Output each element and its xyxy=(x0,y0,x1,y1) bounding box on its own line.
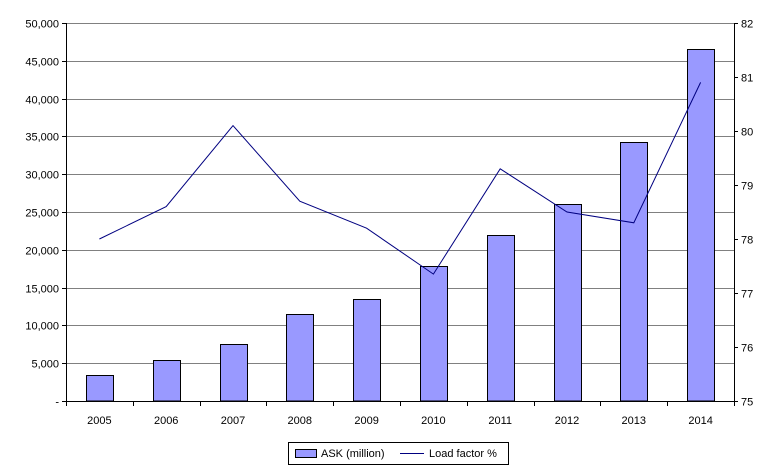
bar-2011 xyxy=(487,235,515,402)
x-tick-label: 2008 xyxy=(288,415,312,427)
left-tick-label: 30,000 xyxy=(25,170,59,182)
x-tick-label: 2009 xyxy=(354,415,378,427)
x-tick-label: 2010 xyxy=(421,415,445,427)
left-tick-label: 25,000 xyxy=(25,208,59,220)
x-tick-label: 2006 xyxy=(154,415,178,427)
left-tick-label: 35,000 xyxy=(25,132,59,144)
bar-2010 xyxy=(420,266,448,402)
x-tick-label: 2012 xyxy=(555,415,579,427)
right-tick-label: 77 xyxy=(741,289,753,301)
x-tick-label: 2013 xyxy=(622,415,646,427)
right-tick-label: 76 xyxy=(741,343,753,355)
legend-label-load-factor: Load factor % xyxy=(429,448,497,460)
bar-2012 xyxy=(554,204,582,402)
left-tick-label: 5,000 xyxy=(31,359,59,371)
legend-box xyxy=(288,442,509,465)
left-tick-label: 20,000 xyxy=(25,246,59,258)
bar-2008 xyxy=(286,314,314,402)
bar-2009 xyxy=(353,299,381,402)
left-tick-label: 40,000 xyxy=(25,95,59,107)
bar-2007 xyxy=(220,344,248,402)
right-tick-label: 82 xyxy=(741,19,753,31)
left-tick-label: - xyxy=(55,397,59,409)
legend-swatch-ask xyxy=(295,449,317,458)
left-tick-label: 45,000 xyxy=(25,57,59,69)
x-tick-label: 2011 xyxy=(488,415,512,427)
legend-label-ask: ASK (million) xyxy=(321,448,385,460)
right-tick-label: 79 xyxy=(741,181,753,193)
bar-2005 xyxy=(86,375,114,402)
right-tick-label: 81 xyxy=(741,73,753,85)
right-tick-label: 75 xyxy=(741,397,753,409)
x-tick-label: 2005 xyxy=(87,415,111,427)
bar-2014 xyxy=(687,49,715,402)
bar-2013 xyxy=(620,142,648,402)
x-tick-label: 2014 xyxy=(688,415,712,427)
bar-2006 xyxy=(153,360,181,402)
left-tick-label: 50,000 xyxy=(25,19,59,31)
left-tick-label: 15,000 xyxy=(25,284,59,296)
right-tick-label: 80 xyxy=(741,127,753,139)
left-tick-label: 10,000 xyxy=(25,321,59,333)
right-tick-label: 78 xyxy=(741,235,753,247)
load-factor-line xyxy=(99,82,702,275)
x-tick-label: 2007 xyxy=(221,415,245,427)
